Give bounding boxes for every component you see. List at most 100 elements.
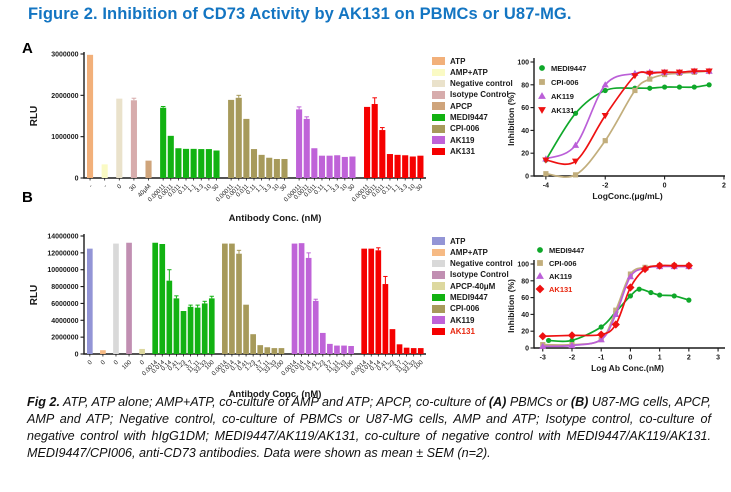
legend-label: Isotype Control: [450, 90, 509, 100]
legend-item: Isotype Control: [432, 90, 513, 100]
bar: [198, 149, 205, 178]
bar: [130, 100, 137, 178]
legend-label: MEDI9447: [450, 292, 488, 302]
x-tick-label: 100: [121, 359, 134, 372]
diamond-marker: [684, 261, 693, 270]
bar: [228, 99, 235, 178]
x-tick-label: 3.3: [194, 183, 205, 194]
panel-b-dose-response-chart: 0 20 40 60 80 100 -3 -2 -1 0 1 2 3 Inhibition (%) Log …: [506, 246, 725, 373]
x-tick-label: 0: [99, 359, 107, 367]
legend-swatch: [432, 125, 445, 133]
x-tick-label: 10: [339, 183, 349, 193]
legend-item: ATP: [432, 237, 513, 246]
y-tick-label: 60: [521, 105, 529, 112]
bar: [326, 155, 333, 178]
curve-legend-label: AK119: [551, 92, 574, 101]
y-axis-label: Inhibition (%): [506, 279, 516, 333]
legend-item: MEDI9447: [432, 292, 513, 302]
square-marker: [632, 87, 638, 94]
triangle-down-marker: [538, 107, 546, 114]
bar: [190, 148, 197, 178]
bar: [139, 348, 145, 354]
diamond-marker: [670, 261, 679, 270]
y-tick-label: 100: [517, 262, 529, 269]
bar: [318, 155, 326, 178]
legend-item: Negative control: [432, 259, 513, 268]
legend-item: Negative control: [432, 79, 513, 89]
bar: [205, 149, 212, 178]
triangle-up-marker: [536, 272, 544, 279]
bar: [375, 250, 382, 354]
bar: [371, 104, 378, 178]
triangle-down-marker: [631, 73, 639, 80]
y-tick-label: 0: [75, 352, 79, 359]
x-tick-label: 30: [279, 183, 289, 193]
x-tick-label: 3: [716, 355, 720, 362]
legend-item: APCP: [432, 101, 513, 111]
bar: [100, 350, 106, 354]
bar: [303, 118, 310, 178]
bar: [167, 135, 174, 178]
x-tick-label: 2: [687, 355, 691, 362]
x-tick-label: 30: [415, 183, 425, 193]
legend-label: APCP-40μM: [450, 281, 496, 291]
triangle-down-marker: [661, 69, 669, 76]
legend-swatch: [432, 327, 445, 336]
y-tick-label: 12000000: [47, 250, 78, 257]
bar: [364, 106, 371, 178]
y-tick-label: 40: [521, 128, 529, 135]
x-tick-label: 3.7: [183, 359, 194, 370]
x-axis-label: Log Ab Conc.(nM): [591, 363, 664, 373]
y-axis-label: RLU: [29, 106, 40, 127]
panel-a-letter: A: [22, 40, 33, 57]
y-tick-label: 20: [521, 329, 529, 336]
y-tick-label: 40: [521, 312, 529, 319]
curve-legend-label: AK119: [549, 272, 572, 281]
triangle-down-marker: [571, 158, 580, 165]
caption-segment: (B): [570, 395, 589, 409]
legend-label: Negative control: [450, 79, 513, 89]
bar: [175, 148, 182, 178]
legend-label: AK131: [450, 326, 475, 336]
bar: [389, 329, 396, 354]
bar: [159, 244, 166, 354]
bar: [271, 348, 278, 354]
x-tick-label: -2: [602, 183, 608, 190]
legend-swatch: [432, 102, 445, 110]
x-tick-label: 3.3: [262, 183, 273, 194]
legend-swatch: [432, 91, 445, 99]
x-tick-label: 0: [139, 359, 147, 367]
triangle-up-marker: [539, 342, 547, 349]
caption-segment: PBMCs or: [506, 395, 571, 409]
y-tick-label: 8000000: [51, 284, 78, 291]
legend-label: CPI-006: [450, 124, 480, 134]
bar: [291, 243, 298, 354]
legend-item: APCP-40μM: [432, 281, 513, 291]
bar: [166, 280, 173, 354]
bar: [160, 107, 167, 178]
x-tick-label: 10: [203, 183, 213, 193]
curve-legend-label: CPI-006: [551, 78, 579, 87]
bar: [396, 344, 403, 354]
circle-marker: [706, 82, 712, 88]
circle-marker: [537, 247, 543, 253]
triangle-up-marker: [568, 341, 576, 349]
x-tick-label: -: [88, 183, 94, 189]
y-tick-label: 0: [525, 346, 529, 353]
legend-swatch: [432, 271, 445, 279]
x-axis-label: Antibody Conc. (nM): [229, 213, 322, 224]
legend-label: APCP: [450, 101, 473, 111]
caption-segment: U87-MG cells, APCP, AMP and ATP; Negativ…: [27, 395, 711, 461]
circle-marker: [598, 324, 604, 330]
diamond-marker: [538, 332, 547, 341]
bar: [311, 148, 318, 178]
bar: [194, 307, 201, 354]
x-axis-label: Antibody Conc. (nM): [229, 389, 322, 400]
legend-item: ATP: [432, 57, 513, 66]
legend-swatch: [432, 259, 445, 268]
bar: [417, 348, 424, 354]
square-marker: [602, 138, 608, 144]
bar: [402, 155, 409, 178]
circle-marker: [572, 110, 579, 116]
